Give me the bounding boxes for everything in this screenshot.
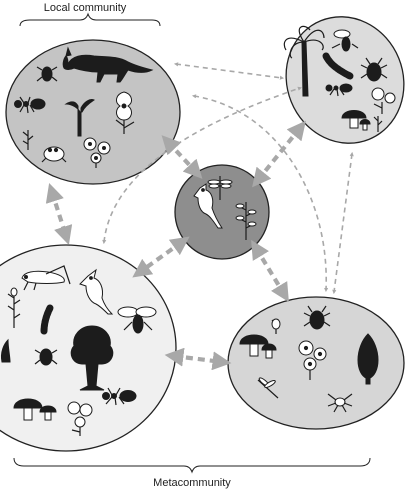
cardinal-bird-icon	[79, 268, 114, 315]
wasp-icon	[117, 306, 157, 334]
community-2	[285, 16, 405, 144]
mushroom-icon	[239, 334, 277, 359]
grass-icon	[271, 318, 281, 334]
ant-icon	[14, 96, 46, 114]
metacommunity-bracket	[13, 457, 371, 474]
flowering-plant-icon	[235, 202, 257, 240]
frigatebird-icon	[64, 99, 95, 137]
mushroom-icon	[341, 110, 371, 131]
grass-icon	[373, 116, 383, 132]
stag-beetle-icon	[303, 305, 331, 330]
arrow-c1-c2	[173, 62, 285, 80]
arrow-c4-c5	[164, 347, 232, 371]
grass-icon	[1, 338, 11, 363]
flower-icon	[298, 340, 327, 380]
flower-icon	[83, 137, 111, 168]
dragonfly-icon	[257, 377, 279, 399]
arrow-c4-c2	[102, 86, 302, 245]
arrow-c1-c4	[45, 182, 73, 246]
local-community-bracket	[19, 12, 161, 27]
beetle-icon	[34, 348, 58, 366]
flower-icon	[67, 401, 93, 436]
metacommunity-label: Metacommunity	[153, 477, 231, 489]
mushroom-icon	[13, 398, 57, 421]
flowering-plant-icon	[115, 91, 135, 134]
tree-icon	[357, 333, 379, 385]
local-community-label: Local community	[44, 2, 127, 14]
spider-icon	[327, 393, 353, 413]
beetle-icon	[36, 66, 58, 82]
stag-beetle-icon	[360, 57, 388, 82]
plant-icon	[7, 287, 21, 328]
tree-icon	[70, 325, 114, 391]
caterpillar-icon	[322, 52, 354, 80]
dragonfly-icon	[207, 176, 233, 200]
wasp-icon	[331, 29, 359, 52]
flower-icon	[371, 87, 396, 114]
grass-icon	[22, 130, 34, 150]
arrow-c3-c4	[132, 236, 190, 278]
ant-icon	[325, 83, 353, 97]
palm-tree-icon	[283, 25, 325, 97]
grasshopper-icon	[21, 265, 71, 291]
dispersal-arrows-weak	[102, 62, 354, 295]
arrow-c3-c5	[251, 239, 289, 303]
fox-icon	[62, 46, 154, 83]
arrow-c2-c5	[332, 151, 354, 295]
frog-icon	[41, 146, 67, 163]
ant-icon	[102, 387, 137, 406]
arrow-c1-c3	[161, 135, 203, 179]
arrow-c2-c3	[252, 120, 306, 188]
caterpillar-icon	[40, 304, 54, 336]
cardinal-bird-icon	[193, 183, 223, 229]
